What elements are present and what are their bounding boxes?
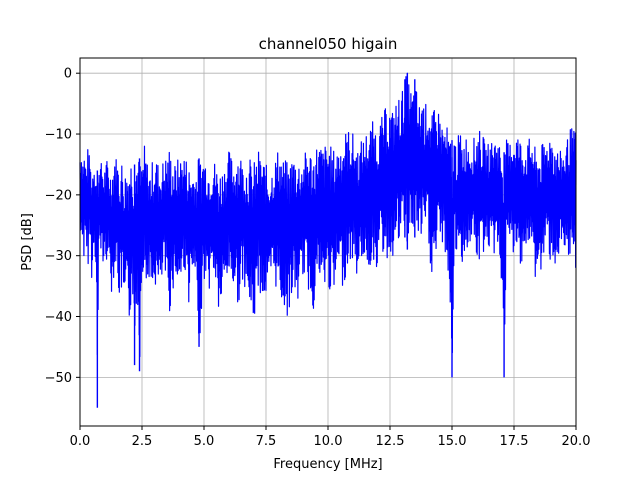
- x-tick-label: 20.0: [562, 434, 591, 449]
- x-tick-label: 7.5: [256, 434, 277, 449]
- y-axis-label: PSD [dB]: [20, 213, 35, 271]
- x-tick-label: 12.5: [376, 434, 405, 449]
- chart-title: channel050 higain: [259, 35, 398, 53]
- x-tick-label: 17.5: [500, 434, 529, 449]
- axis-ticks: 0.0 2.5 5.0 7.5 10.0 12.5 15.0 17.5 20.0 0 −10 −20 −…: [45, 67, 591, 449]
- y-tick-label: −30: [45, 249, 72, 264]
- x-axis-label: Frequency [MHz]: [273, 457, 382, 472]
- x-tick-label: 0.0: [70, 434, 91, 449]
- y-tick-label: −40: [45, 310, 72, 325]
- x-tick-label: 2.5: [132, 434, 153, 449]
- y-tick-label: −50: [45, 371, 72, 386]
- y-tick-label: 0: [64, 67, 72, 82]
- x-tick-label: 15.0: [438, 434, 467, 449]
- y-tick-label: −20: [45, 188, 72, 203]
- x-tick-label: 10.0: [314, 434, 343, 449]
- psd-trace: [79, 72, 577, 358]
- x-tick-label: 5.0: [194, 434, 215, 449]
- data-series: [79, 72, 577, 408]
- y-tick-label: −10: [45, 128, 72, 143]
